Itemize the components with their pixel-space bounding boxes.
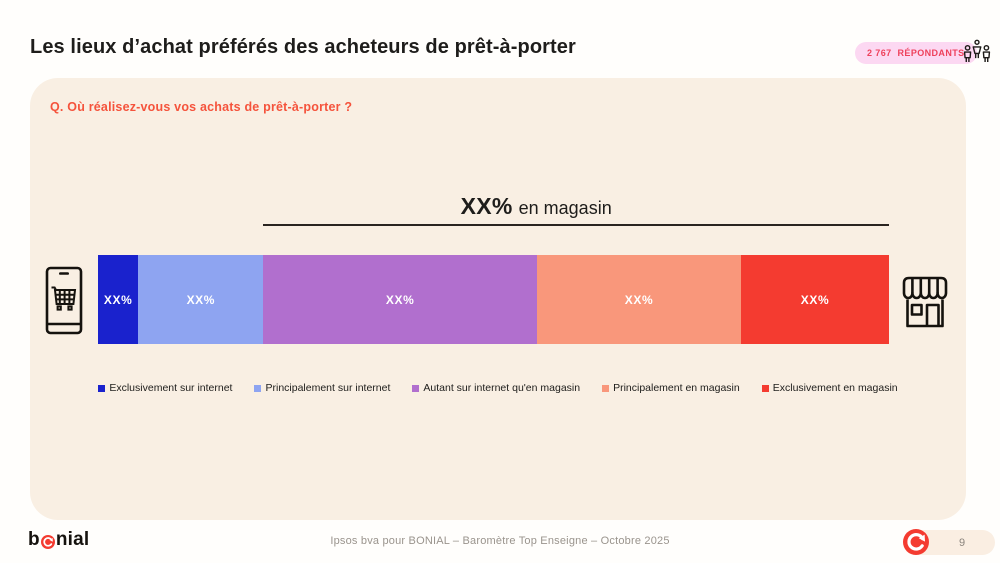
- annotation-value: XX%: [460, 192, 513, 219]
- bar-segment-5: XX%: [741, 255, 889, 344]
- legend-item-5: Exclusivement en magasin: [761, 382, 898, 394]
- legend-label: Principalement sur internet: [265, 382, 391, 394]
- bonial-logo: b nial: [28, 529, 89, 551]
- chart-legend: Exclusivement sur internet Principalement…: [30, 382, 966, 394]
- bar-segment-value: XX%: [800, 292, 830, 307]
- respondents-badge: 2 767 RÉPONDANTS: [855, 42, 977, 64]
- bonial-o-mark-icon: [40, 534, 55, 549]
- legend-swatch: [98, 384, 106, 392]
- legend-label: Principalement en magasin: [613, 382, 740, 394]
- annotation-label: en magasin: [518, 197, 612, 218]
- legend-item-4: Principalement en magasin: [602, 382, 740, 394]
- annotation-wrap: XX% en magasin: [98, 184, 889, 226]
- annotation: XX% en magasin: [263, 193, 889, 226]
- page-number: 9: [958, 536, 966, 549]
- legend-item-1: Exclusivement sur internet: [98, 382, 232, 394]
- legend-swatch: [761, 384, 769, 392]
- bar-segment-value: XX%: [385, 292, 415, 307]
- stacked-bar: XX% XX% XX% XX% XX%: [98, 255, 889, 344]
- annotation-underline: [263, 223, 889, 226]
- bar-segment-3: XX%: [263, 255, 537, 344]
- page-title: Les lieux d’achat préférés des acheteurs…: [30, 36, 576, 58]
- bar-segment-1: XX%: [98, 255, 139, 344]
- bar-segment-2: XX%: [138, 255, 264, 344]
- legend-swatch: [412, 384, 420, 392]
- bar-segment-value: XX%: [624, 292, 654, 307]
- respondents-count: 2 767: [867, 48, 892, 58]
- brand-prefix: b: [28, 529, 40, 550]
- survey-question: Q. Où réalisez-vous vos achats de prêt-à…: [50, 100, 353, 114]
- legend-item-3: Autant sur internet qu'en magasin: [412, 382, 580, 394]
- legend-label: Autant sur internet qu'en magasin: [423, 382, 581, 394]
- group-of-people-icon: [961, 38, 993, 73]
- legend-item-2: Principalement sur internet: [254, 382, 390, 394]
- bonial-mark-icon: [903, 529, 929, 560]
- annotation-text: XX% en magasin: [223, 193, 849, 220]
- footer-source: Ipsos bva pour BONIAL – Baromètre Top En…: [330, 535, 670, 547]
- storefront-icon: [899, 270, 951, 339]
- smartphone-cart-icon: [45, 266, 83, 341]
- legend-swatch: [602, 384, 610, 392]
- brand-suffix: nial: [55, 529, 90, 550]
- bar-segment-value: XX%: [103, 292, 133, 307]
- legend-label: Exclusivement en magasin: [772, 382, 898, 394]
- bar-segment-4: XX%: [536, 255, 742, 344]
- respondents-label: RÉPONDANTS: [897, 48, 965, 58]
- legend-label: Exclusivement sur internet: [109, 382, 233, 394]
- bar-segment-value: XX%: [186, 292, 216, 307]
- legend-swatch: [254, 384, 262, 392]
